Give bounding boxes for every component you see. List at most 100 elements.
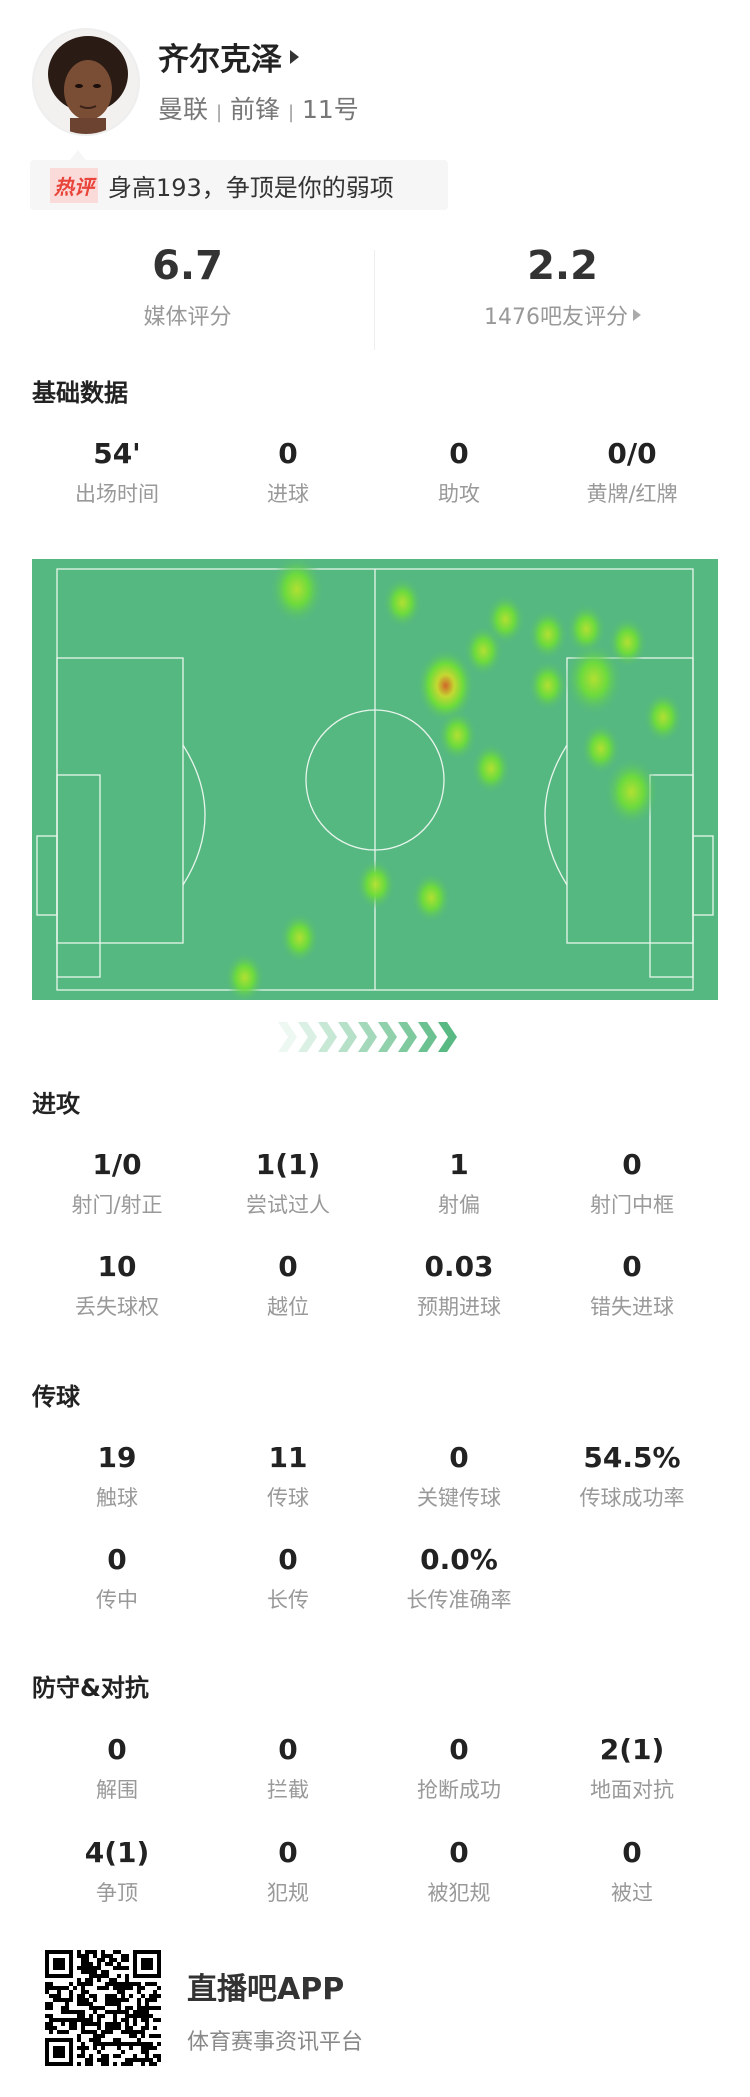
arrow-right-icon: [290, 49, 299, 64]
stat-value: 0: [107, 1733, 127, 1766]
heat-spot: [607, 617, 648, 668]
stat-label: 被犯规: [427, 1881, 491, 1905]
stat-attack: 0 错失进球: [538, 1250, 726, 1321]
stat-label: 尝试过人: [246, 1193, 330, 1217]
stat-label: 长传准确率: [406, 1588, 512, 1612]
stat-basic: 0 助攻: [365, 437, 553, 508]
stat-defense: 0 抢断成功: [365, 1733, 553, 1804]
stat-value: 0: [278, 1543, 298, 1576]
stat-value: 1: [449, 1148, 469, 1181]
heat-spot: [528, 609, 568, 660]
stat-label: 地面对抗: [590, 1778, 674, 1802]
stat-defense: 0 拦截: [194, 1733, 382, 1804]
stat-value: 1/0: [92, 1148, 142, 1181]
heat-spot: [416, 648, 475, 723]
separator: |: [287, 102, 295, 123]
heat-spot: [566, 603, 607, 655]
stat-value: 0.0%: [420, 1543, 498, 1576]
player-name: 齐尔克泽: [158, 42, 282, 78]
player-name-link[interactable]: 齐尔克泽: [158, 34, 299, 79]
stat-label: 被过: [611, 1881, 653, 1905]
chevron-right-icon: [418, 1022, 437, 1052]
stat-passing: 0.0% 长传准确率: [365, 1543, 553, 1614]
heat-spot: [528, 660, 568, 711]
stat-label: 传球: [267, 1486, 309, 1510]
stat-value: 0: [449, 1733, 469, 1766]
stat-value: 54': [93, 437, 141, 470]
heatmap-pitch: [32, 559, 718, 1000]
chevron-right-icon: [378, 1022, 397, 1052]
center-circle: [305, 709, 445, 851]
chevron-right-icon: [438, 1022, 457, 1052]
chevron-right-icon: [278, 1022, 297, 1052]
stat-value: 0: [449, 1836, 469, 1869]
stat-value: 2(1): [599, 1733, 665, 1766]
goal-right: [692, 835, 714, 916]
heat-spot: [224, 952, 265, 1000]
divider: [374, 250, 375, 350]
stat-label: 触球: [96, 1486, 138, 1510]
chevron-right-icon: [398, 1022, 417, 1052]
position: 前锋: [230, 95, 281, 124]
stat-basic: 0 进球: [194, 437, 382, 508]
stat-passing: 0 关键传球: [365, 1441, 553, 1512]
stat-value: 54.5%: [583, 1441, 681, 1474]
section-title-defense: 防守&对抗: [32, 1674, 149, 1702]
stat-defense: 0 解围: [23, 1733, 211, 1804]
stat-value: 0: [107, 1543, 127, 1576]
stat-attack: 1 射偏: [365, 1148, 553, 1219]
heat-spot: [643, 692, 683, 743]
section-title-basic: 基础数据: [32, 379, 128, 407]
rating-label: 媒体评分: [143, 305, 232, 330]
chevron-right-icon: [318, 1022, 337, 1052]
heat-spot: [437, 710, 478, 761]
stat-defense: 0 犯规: [194, 1836, 382, 1907]
stat-value: 0: [278, 1250, 298, 1283]
stat-value: 0: [449, 1441, 469, 1474]
heat-spot: [565, 642, 623, 716]
stat-label: 出场时间: [75, 482, 159, 506]
goal-area-left: [56, 774, 101, 978]
heat-spot: [580, 723, 621, 774]
fan-rating[interactable]: 2.2 1476吧友评分: [375, 243, 750, 331]
attack-direction-arrows: [276, 1022, 457, 1052]
stat-label: 长传: [267, 1588, 309, 1612]
heat-spot: [463, 625, 504, 677]
stat-attack: 1/0 射门/射正: [23, 1148, 211, 1219]
stat-value: 11: [268, 1441, 308, 1474]
stat-attack: 0 射门中框: [538, 1148, 726, 1219]
stat-defense: 0 被犯规: [365, 1836, 553, 1907]
shirt-number: 11号: [302, 95, 359, 124]
stat-basic: 0/0 黄牌/红牌: [538, 437, 726, 508]
chevron-right-icon: [338, 1022, 357, 1052]
penalty-arc-left: [182, 744, 206, 886]
stat-attack: 1(1) 尝试过人: [194, 1148, 382, 1219]
hot-comment[interactable]: 热评 身高193，争顶是你的弱项: [30, 150, 448, 210]
player-avatar[interactable]: [32, 28, 140, 136]
stat-value: 0/0: [607, 437, 657, 470]
heat-spot: [411, 872, 452, 923]
heat-spot: [382, 577, 423, 628]
hot-comment-text: 身高193，争顶是你的弱项: [108, 173, 394, 202]
heat-spot: [355, 859, 396, 910]
stat-label: 助攻: [438, 482, 480, 506]
heat-spot: [279, 912, 320, 964]
penalty-arc-right: [544, 744, 568, 886]
stat-label: 越位: [267, 1295, 309, 1319]
stat-value: 0: [449, 437, 469, 470]
penalty-area-left: [56, 657, 184, 944]
stat-defense: 0 被过: [538, 1836, 726, 1907]
goal-left: [36, 835, 58, 916]
heat-spot: [471, 743, 511, 794]
stat-passing: 0 长传: [194, 1543, 382, 1614]
stat-attack: 0.03 预期进球: [365, 1250, 553, 1321]
stat-passing: 11 传球: [194, 1441, 382, 1512]
stat-label: 传球成功率: [579, 1486, 685, 1510]
player-info: 曼联 | 前锋 | 11号: [158, 90, 359, 126]
stat-value: 0: [278, 1836, 298, 1869]
heat-spot: [604, 757, 659, 827]
hot-comment-tag: 热评: [50, 167, 98, 203]
stat-defense: 4(1) 争顶: [23, 1836, 211, 1907]
app-name: 直播吧APP: [187, 1972, 345, 2007]
stat-label: 射偏: [438, 1193, 480, 1217]
